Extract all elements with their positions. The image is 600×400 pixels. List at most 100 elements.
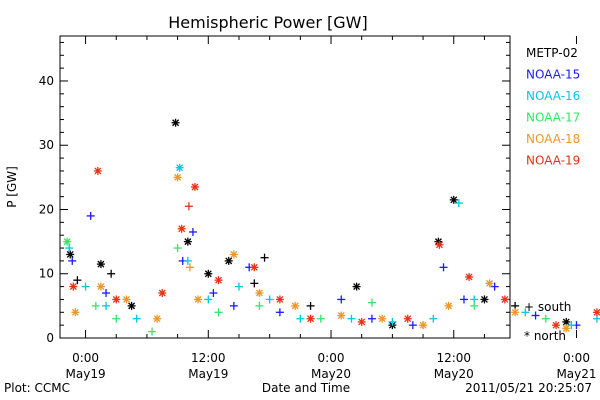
data-point xyxy=(71,308,80,317)
data-point xyxy=(378,314,387,323)
data-point xyxy=(148,327,157,336)
x-tick-label-date: May20 xyxy=(311,367,351,381)
data-point xyxy=(107,269,116,278)
data-point xyxy=(63,237,72,246)
data-point xyxy=(255,301,264,310)
data-point xyxy=(347,314,356,323)
data-point xyxy=(306,301,315,310)
data-point xyxy=(388,317,397,326)
data-point xyxy=(260,253,269,262)
data-point xyxy=(337,311,346,320)
data-point xyxy=(175,163,184,172)
data-point xyxy=(185,263,194,272)
data-point xyxy=(408,321,417,330)
data-point xyxy=(562,324,571,333)
x-tick-label-date: May21 xyxy=(556,367,596,381)
x-tick-label-date: May20 xyxy=(434,367,474,381)
y-axis-label: P [GW] xyxy=(5,166,19,208)
series-legend: METP-02 NOAA-15 NOAA-16 NOAA-17 NOAA-18 NOAA-… xyxy=(526,46,580,168)
data-point xyxy=(531,311,540,320)
data-point xyxy=(184,202,193,211)
data-point xyxy=(86,211,95,220)
data-point xyxy=(541,314,550,323)
data-point xyxy=(96,282,105,291)
data-point xyxy=(291,301,300,310)
data-point xyxy=(177,224,186,233)
data-point xyxy=(171,118,180,127)
data-point xyxy=(250,279,259,288)
data-point xyxy=(296,314,305,323)
data-point xyxy=(265,295,274,304)
data-point xyxy=(459,295,468,304)
data-point xyxy=(367,298,376,307)
data-point xyxy=(352,282,361,291)
data-point xyxy=(96,260,105,269)
y-tick-label: 10 xyxy=(39,267,54,281)
data-point xyxy=(173,244,182,253)
x-tick-label-time: 12:00 xyxy=(191,351,226,365)
x-axis-label: Date and Time xyxy=(262,381,350,395)
data-point xyxy=(214,308,223,317)
data-point xyxy=(209,289,218,298)
data-point xyxy=(439,263,448,272)
data-point xyxy=(229,250,238,259)
data-point xyxy=(68,256,77,265)
data-point xyxy=(132,314,141,323)
x-tick-label-time: 0:00 xyxy=(563,351,590,365)
plot-frame xyxy=(59,35,511,339)
data-point xyxy=(234,282,243,291)
data-point xyxy=(204,269,213,278)
data-point xyxy=(102,301,111,310)
data-point xyxy=(337,295,346,304)
chart-title: Hemispheric Power [GW] xyxy=(168,13,367,32)
data-point xyxy=(511,308,520,317)
data-point xyxy=(454,199,463,208)
x-tick-label-date: May19 xyxy=(66,367,106,381)
data-point xyxy=(255,289,264,298)
y-tick-label: 30 xyxy=(39,138,54,152)
data-point xyxy=(112,314,121,323)
y-axis: 0 10 20 30 40 xyxy=(39,41,510,345)
y-tick-label: 0 xyxy=(46,331,54,345)
data-point xyxy=(250,263,259,272)
marker-legend-entry: + south xyxy=(524,300,571,314)
footer-plot-credit: Plot: CCMC xyxy=(4,381,70,395)
data-point xyxy=(65,244,74,253)
legend-entry: NOAA-15 xyxy=(526,68,580,82)
data-point xyxy=(153,314,162,323)
data-point xyxy=(224,256,233,265)
footer-timestamp: 2011/05/21 20:25:07 xyxy=(465,381,592,395)
data-point xyxy=(470,301,479,310)
data-point xyxy=(194,295,203,304)
data-point xyxy=(93,166,102,175)
data-point xyxy=(357,317,366,326)
data-point xyxy=(183,256,192,265)
data-point xyxy=(316,314,325,323)
data-point xyxy=(306,314,315,323)
data-points xyxy=(63,118,600,336)
data-point xyxy=(444,301,453,310)
legend-entry: NOAA-18 xyxy=(526,132,580,146)
data-point xyxy=(214,276,223,285)
data-point xyxy=(500,295,509,304)
data-point xyxy=(367,314,376,323)
data-point xyxy=(112,295,121,304)
legend-entry: NOAA-17 xyxy=(526,111,580,125)
data-point xyxy=(66,250,75,259)
data-point xyxy=(465,272,474,281)
data-point xyxy=(191,183,199,191)
data-point xyxy=(521,308,530,317)
data-point xyxy=(480,295,489,304)
data-point xyxy=(122,295,131,304)
data-point xyxy=(275,308,284,317)
data-point xyxy=(73,276,82,285)
data-point xyxy=(429,314,438,323)
x-tick-label-time: 0:00 xyxy=(72,351,99,365)
marker-legend: + south * north xyxy=(524,300,571,343)
data-point xyxy=(403,314,412,323)
marker-legend-entry: * north xyxy=(524,329,566,343)
data-point xyxy=(275,295,284,304)
x-axis: 0:00 May19 12:00 May19 0:00 May20 12:00 May20 0:… xyxy=(66,36,597,381)
legend-entry: METP-02 xyxy=(526,46,578,60)
